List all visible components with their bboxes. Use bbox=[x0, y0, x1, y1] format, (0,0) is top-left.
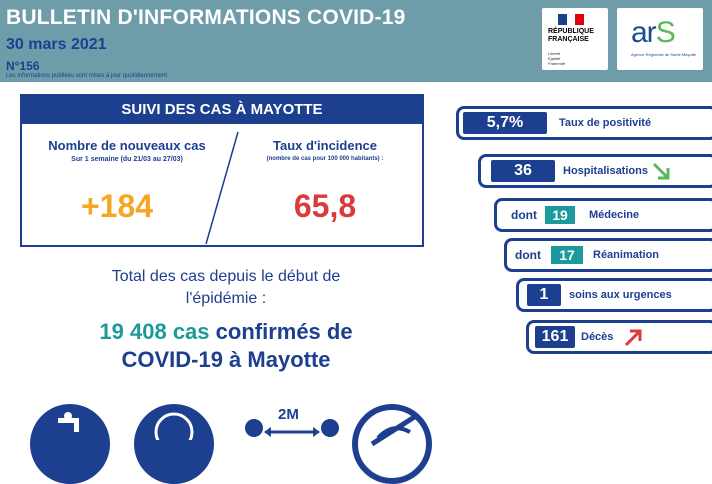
arrow-up-right-icon bbox=[624, 329, 642, 347]
medecine-dont: dont bbox=[511, 208, 537, 222]
total-intro: Total des cas depuis le début de l'épidé… bbox=[40, 266, 412, 310]
ars-letters: ar bbox=[631, 16, 657, 49]
total-statement: 19 408 cas confirmés de COVID-19 à Mayot… bbox=[40, 318, 412, 374]
total-line-4: COVID-19 à Mayotte bbox=[121, 347, 331, 372]
arrow-down-right-icon bbox=[652, 162, 670, 180]
medecine-label: Médecine bbox=[589, 209, 640, 221]
rf-motto-3: Fraternité bbox=[548, 61, 566, 66]
reanimation-dont: dont bbox=[515, 248, 541, 262]
new-cases-period: Sur 1 semaine (du 21/03 au 27/03) bbox=[71, 156, 183, 163]
urgences-pill: 1 soins aux urgences bbox=[516, 278, 712, 312]
update-note: Les informations publiées sont mises à j… bbox=[6, 73, 168, 79]
cases-box-heading: SUIVI DES CAS À MAYOTTE bbox=[22, 96, 422, 124]
bulletin-date: 30 mars 2021 bbox=[6, 36, 107, 53]
reanimation-value: 17 bbox=[551, 246, 583, 264]
medecine-value: 19 bbox=[545, 206, 575, 224]
hand-washing-icon bbox=[30, 404, 110, 484]
ars-logo: arS Agence Régionale de Santé Mayotte bbox=[617, 8, 703, 70]
total-case-count: 19 408 cas bbox=[99, 319, 210, 344]
incidence-value: 65,8 bbox=[293, 188, 357, 224]
mask-icon bbox=[134, 404, 214, 484]
total-line-3: confirmés de bbox=[209, 319, 353, 344]
deces-pill: 161 Décès bbox=[526, 320, 712, 354]
rf-motto-2: Égalité bbox=[548, 56, 561, 61]
no-handshake-icon bbox=[352, 404, 432, 484]
positivity-pill: 5,7% Taux de positivité bbox=[456, 106, 712, 140]
rf-motto-1: Liberté bbox=[548, 51, 561, 56]
total-line-1: Total des cas depuis le début de bbox=[111, 268, 341, 285]
urgences-label: soins aux urgences bbox=[569, 289, 672, 301]
bulletin-title: BULLETIN D'INFORMATIONS COVID-19 bbox=[6, 6, 406, 29]
flag-icon bbox=[558, 14, 585, 25]
hospitalisations-pill: 36 Hospitalisations bbox=[478, 154, 712, 188]
rf-line1: RÉPUBLIQUE bbox=[548, 28, 594, 35]
positivity-value: 5,7% bbox=[463, 112, 547, 134]
deces-label: Décès bbox=[581, 331, 614, 343]
positivity-label: Taux de positivité bbox=[559, 117, 652, 129]
hospitalisations-value: 36 bbox=[491, 160, 555, 182]
reanimation-label: Réanimation bbox=[593, 249, 660, 261]
bulletin-number: N°156 bbox=[6, 59, 40, 73]
medecine-pill: dont 19 Médecine bbox=[494, 198, 712, 232]
republique-francaise-logo: RÉPUBLIQUE FRANÇAISE Liberté Égalité Fra… bbox=[542, 8, 608, 70]
reanimation-pill: dont 17 Réanimation bbox=[504, 238, 712, 272]
incidence-subtitle: (nombre de cas pour 100 000 habitants) : bbox=[266, 156, 384, 162]
new-cases-value: +184 bbox=[80, 188, 154, 224]
urgences-value: 1 bbox=[527, 284, 561, 306]
distance-label: 2M bbox=[278, 406, 299, 423]
rf-line2: FRANÇAISE bbox=[548, 36, 589, 43]
social-distance-icon: 2M bbox=[244, 404, 340, 444]
ars-subtitle: Agence Régionale de Santé Mayotte bbox=[631, 52, 697, 57]
total-line-2: l'épidémie : bbox=[185, 290, 267, 307]
new-cases-title: Nombre de nouveaux cas bbox=[48, 138, 206, 153]
hospitalisations-label: Hospitalisations bbox=[563, 165, 648, 177]
incidence-title: Taux d'incidence bbox=[273, 138, 377, 153]
ars-letter-s: S bbox=[655, 16, 676, 49]
deces-value: 161 bbox=[535, 326, 575, 348]
